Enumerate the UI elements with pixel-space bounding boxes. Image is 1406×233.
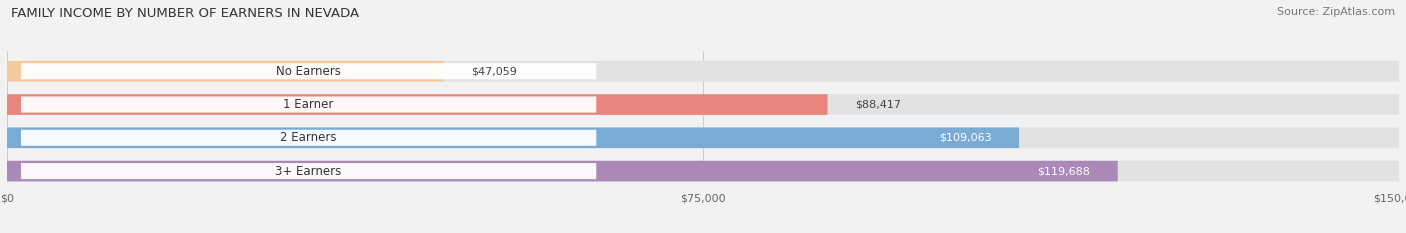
FancyBboxPatch shape: [7, 127, 1399, 148]
Text: FAMILY INCOME BY NUMBER OF EARNERS IN NEVADA: FAMILY INCOME BY NUMBER OF EARNERS IN NE…: [11, 7, 360, 20]
Text: 1 Earner: 1 Earner: [284, 98, 333, 111]
FancyBboxPatch shape: [7, 61, 1399, 82]
Text: $88,417: $88,417: [855, 99, 901, 110]
Text: $109,063: $109,063: [939, 133, 991, 143]
Text: Source: ZipAtlas.com: Source: ZipAtlas.com: [1277, 7, 1395, 17]
FancyBboxPatch shape: [7, 94, 828, 115]
Text: No Earners: No Earners: [276, 65, 342, 78]
FancyBboxPatch shape: [7, 127, 1019, 148]
FancyBboxPatch shape: [7, 161, 1399, 182]
FancyBboxPatch shape: [21, 130, 596, 146]
FancyBboxPatch shape: [7, 61, 444, 82]
FancyBboxPatch shape: [21, 63, 596, 79]
Text: 2 Earners: 2 Earners: [280, 131, 337, 144]
FancyBboxPatch shape: [7, 161, 1118, 182]
Text: 3+ Earners: 3+ Earners: [276, 164, 342, 178]
FancyBboxPatch shape: [7, 94, 1399, 115]
Text: $119,688: $119,688: [1038, 166, 1090, 176]
FancyBboxPatch shape: [21, 163, 596, 179]
FancyBboxPatch shape: [21, 96, 596, 113]
Text: $47,059: $47,059: [471, 66, 517, 76]
